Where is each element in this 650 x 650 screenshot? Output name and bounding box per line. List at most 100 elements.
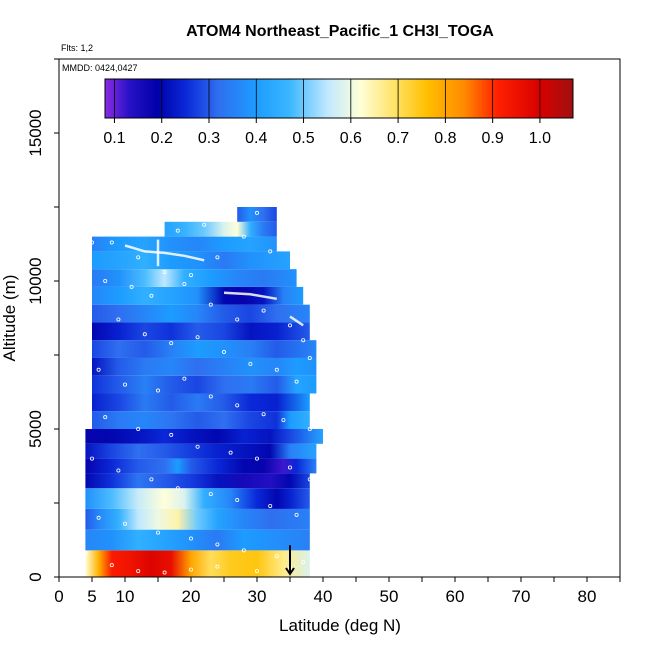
sample-point [195,335,200,340]
sample-point [142,332,147,337]
plot-frame [58,58,621,578]
x-axis: 0 5 10 20 30 40 50 60 70 80 [54,577,621,606]
curtain-band [92,357,317,376]
x-tick-label: 30 [248,587,267,606]
curtain-band [92,375,317,394]
sample-point [261,308,266,313]
sample-point [274,554,279,559]
sample-point [188,567,193,572]
sample-point [307,355,312,360]
x-tick-label: 40 [314,587,333,606]
sample-point [274,367,279,372]
dates-annotation: MMDD: 0424,0427 [62,63,138,73]
sample-point [301,560,306,565]
sample-point [301,338,306,343]
curtain-band [92,236,277,252]
sample-point [241,234,246,239]
flight-track-segment [289,315,304,327]
sample-point [129,284,134,289]
sample-point [175,228,180,233]
sample-point [182,376,187,381]
sample-point [169,432,174,437]
sample-point [202,222,207,227]
curtain-band [85,458,317,474]
flights-annotation: Flts: 1,2 [61,43,93,53]
colorbar-tick-label: 0.1 [103,130,125,147]
curtain-band [85,429,324,444]
sample-point [221,350,226,355]
x-tick-label: 80 [578,587,597,606]
sample-point [169,341,174,346]
colorbar-tick-label: 0.6 [340,130,362,147]
colorbar-tick-label: 0.4 [245,130,267,147]
colorbar-tick-label: 0.3 [198,130,220,147]
plot-area [83,207,324,577]
chart-title: ATOM4 Northeast_Pacific_1 CH3I_TOGA [186,23,494,40]
colorbar-fill [105,79,573,118]
sample-point [96,515,101,520]
sample-point [254,569,259,574]
curtain-band [164,221,277,237]
sample-point [83,551,88,556]
sample-point [195,444,200,449]
colorbar-tick-label: 1.0 [529,130,551,147]
x-tick-label: 60 [446,587,465,606]
sample-point [116,468,121,473]
y-tick-label: 15000 [26,109,45,156]
y-tick-label: 10000 [26,257,45,304]
sample-point [149,293,154,298]
curtain-band [85,529,310,551]
sample-point [136,255,141,260]
sample-point [109,240,114,245]
curtain-band [92,286,304,305]
sample-point [96,367,101,372]
sample-point [261,412,266,417]
colorbar-box [104,78,574,119]
sample-point [208,302,213,307]
x-tick-label: 10 [116,587,135,606]
sample-point [103,278,108,283]
flight-track-segment [124,244,205,262]
sample-point [307,426,312,431]
colorbar-tick-label: 0.2 [151,130,173,147]
colorbar-tick-label: 0.5 [292,130,314,147]
sample-point [235,317,240,322]
sample-point [90,240,95,245]
sample-point [123,521,128,526]
sample-point [116,317,121,322]
sample-point [248,361,253,366]
sample-point [254,210,259,215]
sample-point [188,273,193,278]
curtain-band [85,508,310,530]
sample-point [294,512,299,517]
sample-point [90,456,95,461]
sample-point [188,536,193,541]
curtain-band [85,473,310,489]
x-tick-label: 50 [380,587,399,606]
sample-point [208,394,213,399]
curtain-band [85,443,317,459]
marker-arrow-head [285,567,295,576]
x-tick-label: 5 [87,587,96,606]
sample-point [268,503,273,508]
sample-point [215,542,220,547]
curtain-band [92,269,297,287]
sample-point [136,426,141,431]
sample-point [103,415,108,420]
curtain-band [85,488,310,509]
sample-point [215,255,220,260]
sample-point [294,379,299,384]
curtain-band [85,550,310,577]
colorbar-tick-label: 0.7 [387,130,409,147]
sample-point [268,249,273,254]
sample-point [307,477,312,482]
x-tick-label: 70 [512,587,531,606]
x-tick-label: 0 [54,587,63,606]
sample-point [287,323,292,328]
sample-point [123,382,128,387]
y-tick-label: 5000 [26,410,45,448]
sample-point [155,530,160,535]
sample-point [175,486,180,491]
curtain-band [92,322,310,341]
